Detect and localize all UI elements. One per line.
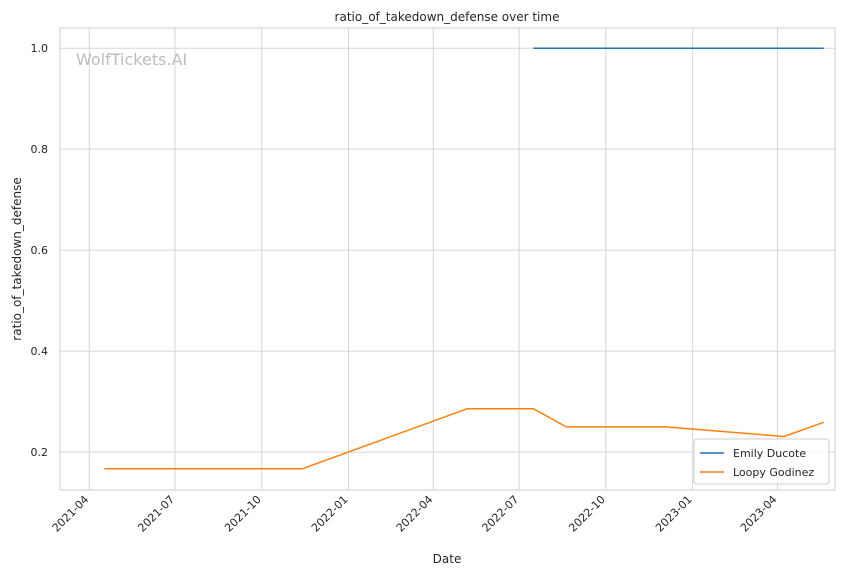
y-tick-label: 0.8	[31, 143, 49, 156]
series-layer	[104, 47, 824, 470]
x-tick-label: 2023-04	[738, 493, 780, 535]
legend-box	[693, 438, 830, 485]
x-tick-labels: 2021-04 2021-07 2021-10 2022-01 2022-04 2022-…	[50, 493, 780, 535]
x-gridlines	[88, 28, 778, 490]
x-tick-label: 2021-07	[135, 493, 177, 535]
y-tick-label: 1.0	[31, 42, 49, 55]
x-tick-label: 2022-01	[309, 493, 351, 535]
x-tick-label: 2022-07	[480, 493, 522, 535]
plot-background	[59, 27, 836, 491]
x-tick-label: 2021-10	[222, 493, 264, 535]
y-tick-label: 0.4	[31, 345, 49, 358]
y-tick-labels: 0.2 0.4 0.6 0.8 1.0	[31, 42, 49, 459]
x-tick-label: 2023-01	[653, 493, 695, 535]
y-tick-label: 0.2	[31, 446, 49, 459]
series-line-loopy-godinez	[104, 407, 824, 470]
y-tick-label: 0.6	[31, 244, 49, 257]
x-axis-label: Date	[433, 552, 462, 566]
legend-label: Loopy Godinez	[733, 466, 814, 479]
x-tick-label: 2022-04	[394, 493, 436, 535]
y-axis-label: ratio_of_takedown_defense	[10, 177, 24, 340]
legend-label: Emily Ducote	[733, 447, 806, 460]
chart-title: ratio_of_takedown_defense over time	[335, 10, 560, 24]
x-tick-label: 2022-10	[566, 493, 608, 535]
legend: Emily Ducote Loopy Godinez	[693, 438, 830, 485]
watermark: WolfTickets.AI	[76, 50, 187, 69]
x-tick-label: 2021-04	[50, 493, 92, 535]
